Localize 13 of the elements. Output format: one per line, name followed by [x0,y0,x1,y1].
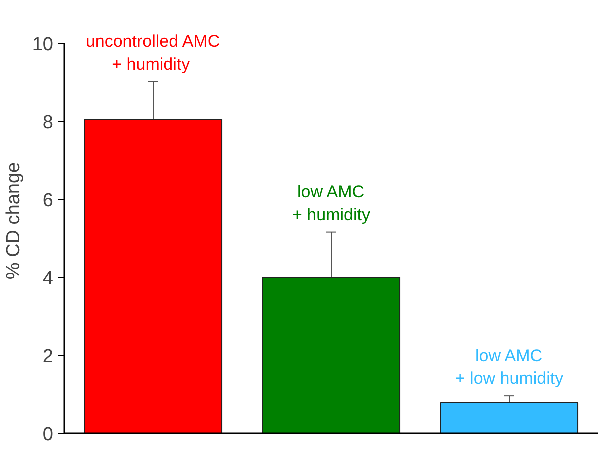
y-tick-label: 4 [42,268,54,290]
x-tick-label: uncontrolled AMC + humidity [86,32,220,74]
y-tick-label: 8 [42,112,54,134]
bar [262,277,401,434]
x-tick-label: low AMC + low humidity [455,346,564,388]
bar [440,402,579,434]
x-tick-label: low AMC + humidity [292,182,371,224]
y-axis-title: % CD change [3,162,24,280]
y-tick-label: 6 [42,190,54,212]
bar [84,119,223,434]
y-tick-label: 2 [42,346,54,368]
y-tick-label: 10 [32,34,54,56]
y-tick-label: 0 [42,424,54,446]
